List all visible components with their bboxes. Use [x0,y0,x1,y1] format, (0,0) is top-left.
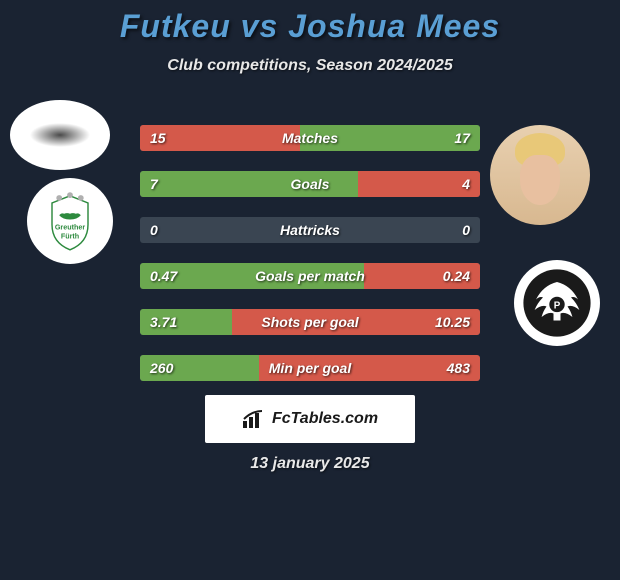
stat-row: 260 483 Min per goal [140,355,480,381]
svg-text:Fürth: Fürth [61,231,79,240]
stat-value-right: 10.25 [435,314,470,330]
page-title: Futkeu vs Joshua Mees [0,0,620,45]
stat-row: 0.47 0.24 Goals per match [140,263,480,289]
stat-row: 0 0 Hattricks [140,217,480,243]
club-badge-right: P [514,260,600,346]
stat-value-right: 0.24 [443,268,470,284]
footer-brand-text: FcTables.com [272,410,378,428]
stat-row: 7 4 Goals [140,171,480,197]
club-badge-left: Greuther Fürth [27,178,113,264]
footer-brand-badge: FcTables.com [205,395,415,443]
stats-container: 15 17 Matches 7 4 Goals 0 0 Hattricks 0.47 0.24 Goa… [140,125,480,401]
date-text: 13 january 2025 [250,455,369,473]
stat-label: Matches [282,130,338,146]
eagle-crest-icon: P [522,268,592,338]
subtitle: Club competitions, Season 2024/2025 [0,57,620,75]
stat-value-right: 483 [447,360,470,376]
stat-value-left: 0 [150,222,158,238]
fctables-logo-icon [242,409,266,429]
stat-label: Min per goal [269,360,351,376]
stat-value-left: 260 [150,360,173,376]
stat-value-left: 7 [150,176,158,192]
svg-text:P: P [554,301,561,312]
stat-value-left: 3.71 [150,314,177,330]
player-left-photo [10,100,110,170]
stat-row: 3.71 10.25 Shots per goal [140,309,480,335]
stat-label: Shots per goal [261,314,358,330]
stat-value-right: 17 [454,130,470,146]
svg-text:Greuther: Greuther [55,223,86,232]
stat-label: Goals per match [255,268,365,284]
stat-label: Goals [291,176,330,192]
stat-row: 15 17 Matches [140,125,480,151]
stat-value-left: 15 [150,130,166,146]
stat-value-left: 0.47 [150,268,177,284]
stat-label: Hattricks [280,222,340,238]
stat-value-right: 4 [462,176,470,192]
greuther-furth-crest-icon: Greuther Fürth [34,185,106,257]
stat-value-right: 0 [462,222,470,238]
player-right-photo [490,125,590,225]
